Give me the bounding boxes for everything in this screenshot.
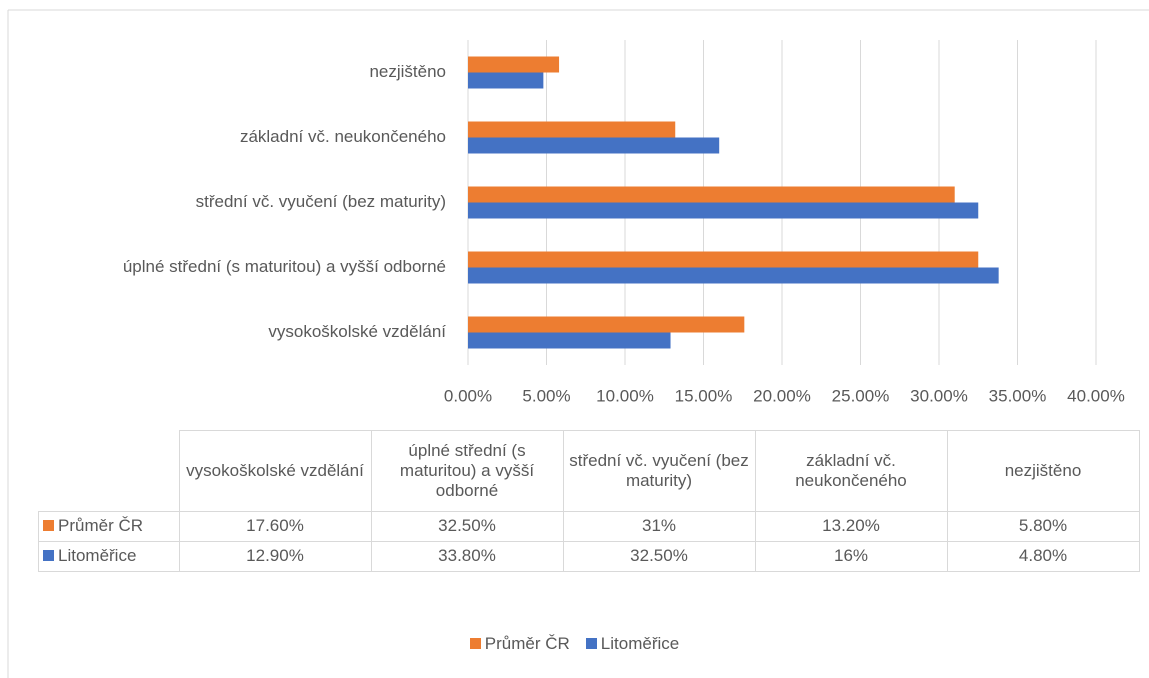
table-cell: 5.80% bbox=[946, 510, 1140, 542]
table-cell: 32.50% bbox=[562, 540, 756, 572]
series-name: Průměr ČR bbox=[58, 516, 144, 535]
legend-label: Průměr ČR bbox=[484, 634, 570, 653]
legend-key bbox=[43, 520, 54, 531]
y-tick-label: úplné střední (s maturitou) a vyšší odbo… bbox=[123, 257, 446, 276]
series-name: Litoměřice bbox=[58, 546, 137, 565]
table-column-header: úplné střední (s maturitou) a vyšší odbo… bbox=[370, 430, 564, 512]
legend-item: Průměr ČR bbox=[469, 634, 570, 654]
bar bbox=[468, 316, 745, 333]
legend-swatch bbox=[585, 638, 597, 649]
y-tick-label: nezjištěno bbox=[369, 62, 446, 81]
legend-item: Litoměřice bbox=[585, 634, 680, 654]
x-tick-label: 25.00% bbox=[832, 386, 890, 405]
legend-key bbox=[43, 550, 54, 561]
x-tick-label: 0.00% bbox=[444, 386, 492, 405]
table-cell: 31% bbox=[562, 510, 756, 542]
table-column-header: střední vč. vyučení (bez maturity) bbox=[562, 430, 756, 512]
table-column-header: základní vč. neukončeného bbox=[754, 430, 948, 512]
table-cell: 13.20% bbox=[754, 510, 948, 542]
table-row: Litoměřice 12.90% 33.80% 32.50% 16% 4.80% bbox=[38, 540, 1140, 572]
table-column-header: nezjištěno bbox=[946, 430, 1140, 512]
table-cell: 32.50% bbox=[370, 510, 564, 542]
table-cell: 17.60% bbox=[178, 510, 372, 542]
x-tick-label: 20.00% bbox=[753, 386, 811, 405]
table-cell: 4.80% bbox=[946, 540, 1140, 572]
table-row: Průměr ČR 17.60% 32.50% 31% 13.20% 5.80% bbox=[38, 510, 1140, 542]
x-tick-label: 10.00% bbox=[596, 386, 654, 405]
x-tick-label: 5.00% bbox=[522, 386, 570, 405]
table-corner bbox=[38, 430, 180, 512]
bar bbox=[468, 332, 671, 349]
table-cell: 33.80% bbox=[370, 540, 564, 572]
bar bbox=[468, 251, 979, 268]
bar bbox=[468, 121, 676, 138]
table-row-header: Litoměřice bbox=[38, 540, 180, 572]
x-tick-label: 15.00% bbox=[675, 386, 733, 405]
y-tick-label: základní vč. neukončeného bbox=[240, 127, 446, 146]
legend: Průměr ČR Litoměřice bbox=[0, 634, 1149, 654]
table-row-header: Průměr ČR bbox=[38, 510, 180, 542]
data-table: vysokoškolské vzdělání úplné střední (s m… bbox=[38, 430, 1140, 572]
table-column-header: vysokoškolské vzdělání bbox=[178, 430, 372, 512]
x-tick-label: 35.00% bbox=[989, 386, 1047, 405]
y-tick-label: střední vč. vyučení (bez maturity) bbox=[196, 192, 446, 211]
bar bbox=[468, 72, 544, 89]
table-cell: 12.90% bbox=[178, 540, 372, 572]
bar bbox=[468, 202, 979, 219]
table-header-row: vysokoškolské vzdělání úplné střední (s m… bbox=[38, 430, 1140, 512]
bar bbox=[468, 137, 720, 154]
table-cell: 16% bbox=[754, 540, 948, 572]
bar bbox=[468, 267, 999, 284]
bar bbox=[468, 56, 560, 73]
legend-swatch bbox=[469, 638, 481, 649]
legend-label: Litoměřice bbox=[600, 634, 680, 653]
bar bbox=[468, 186, 955, 203]
x-tick-label: 30.00% bbox=[910, 386, 968, 405]
y-tick-label: vysokoškolské vzdělání bbox=[268, 322, 446, 341]
x-tick-label: 40.00% bbox=[1067, 386, 1125, 405]
